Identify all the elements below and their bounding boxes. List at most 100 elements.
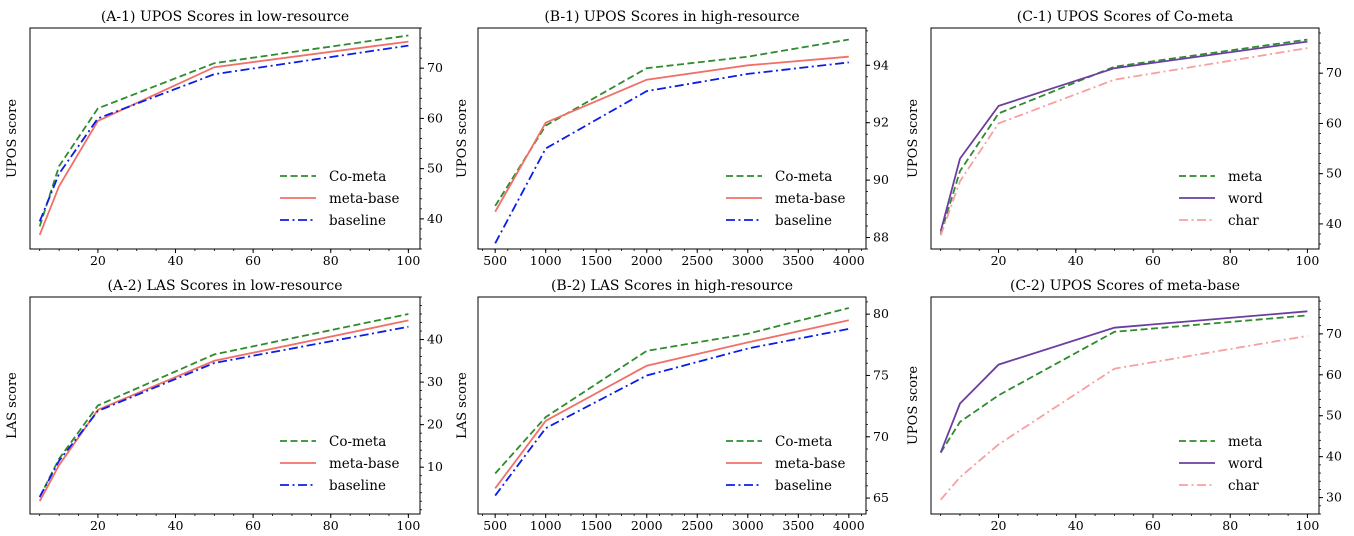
chart-panel-6: (C-2) UPOS Scores of meta-base UPOS score… [906,278,1342,533]
legend-label: word [1228,456,1263,472]
x-tick-label: 40 [1068,253,1084,268]
x-tick-label: 100 [396,253,420,268]
legend-label: meta-base [775,456,845,472]
y-tick-label: 92 [873,115,889,130]
y-tick-label: 88 [873,230,889,245]
legend-label: meta-base [775,191,845,207]
x-tick-label: 4000 [833,253,865,268]
y-tick-label: 70 [1326,65,1342,80]
y-tick-label: 40 [1326,216,1342,231]
y-tick-label: 70 [427,60,443,75]
series-line-meta-base [494,319,849,489]
y-tick-label: 80 [873,306,889,321]
y-tick-label: 70 [873,429,889,444]
chart-panel-2: (B-1) UPOS Scores in high-resource UPOS s… [455,9,889,268]
x-tick-label: 60 [1145,518,1161,533]
legend-label: meta [1228,169,1262,185]
legend-label: baseline [775,213,832,229]
legend-label: baseline [775,478,832,494]
chart-title: (C-1) UPOS Scores of Co-meta [1017,9,1233,25]
series-line-meta [939,38,1308,235]
y-tick-label: 70 [1326,326,1342,341]
chart-title: (A-1) UPOS Scores in low-resource [101,9,349,25]
plot-frame [930,296,1320,515]
legend-label: baseline [329,478,386,494]
y-tick-label: 40 [427,211,443,226]
series-line-baseline [494,61,849,244]
legend-label: char [1228,213,1259,229]
x-tick-label: 2000 [631,518,663,533]
y-tick-label: 90 [873,172,889,187]
x-tick-label: 2500 [681,253,713,268]
chart-panel-4: (A-2) LAS Scores in low-resource LAS scor… [5,278,443,533]
series-line-meta-base [38,319,409,502]
y-tick-label: 60 [1326,367,1342,382]
x-tick-label: 3500 [782,518,814,533]
chart-title: (B-1) UPOS Scores in high-resource [544,9,799,25]
legend-label: Co-meta [775,169,832,185]
series-line-meta-base [494,55,849,213]
x-tick-label: 80 [323,518,339,533]
x-tick-label: 2000 [631,253,663,268]
plot-frame [29,296,421,515]
plot-frame [930,27,1320,250]
y-axis-label: UPOS score [5,99,20,178]
x-tick-label: 40 [168,518,184,533]
y-tick-label: 50 [1326,408,1342,423]
x-tick-label: 1000 [530,518,562,533]
series-line-char [939,47,1308,236]
y-tick-label: 60 [1326,115,1342,130]
x-tick-label: 80 [1222,253,1238,268]
y-tick-label: 60 [427,110,443,125]
y-tick-label: 50 [1326,166,1342,181]
legend-label: word [1228,191,1263,207]
x-tick-label: 60 [245,518,261,533]
x-tick-label: 80 [323,253,339,268]
x-tick-label: 80 [1222,518,1238,533]
x-tick-label: 100 [1295,518,1319,533]
y-tick-label: 94 [873,57,889,72]
x-tick-label: 1000 [530,253,562,268]
x-tick-label: 20 [991,518,1007,533]
x-tick-label: 4000 [833,518,865,533]
series-line-co-meta [38,34,409,227]
x-tick-label: 1500 [580,518,612,533]
x-tick-label: 20 [991,253,1007,268]
x-tick-label: 40 [168,253,184,268]
x-tick-label: 2500 [681,518,713,533]
x-tick-label: 40 [1068,518,1084,533]
chart-panel-5: (B-2) LAS Scores in high-resource LAS sco… [455,278,889,533]
chart-panel-1: (A-1) UPOS Scores in low-resource UPOS sc… [5,9,443,268]
y-tick-label: 20 [427,417,443,432]
y-axis-label: UPOS score [906,366,921,445]
chart-title: (A-2) LAS Scores in low-resource [107,278,342,294]
legend-label: meta-base [329,191,399,207]
legend-label: Co-meta [329,434,386,450]
y-axis-label: UPOS score [906,99,921,178]
x-tick-label: 100 [396,518,420,533]
series-line-meta-base [38,40,409,236]
x-tick-label: 1500 [580,253,612,268]
x-tick-label: 500 [483,518,507,533]
legend-label: char [1228,478,1259,494]
series-line-baseline [38,325,409,498]
chart-panel-3: (C-1) UPOS Scores of Co-meta UPOS score 20… [906,9,1342,268]
x-tick-label: 3500 [782,253,814,268]
y-axis-label: UPOS score [455,99,470,178]
y-tick-label: 65 [873,490,889,505]
x-tick-label: 3000 [732,253,764,268]
y-axis-label: LAS score [455,372,470,439]
series-line-baseline [38,44,409,222]
x-tick-label: 500 [483,253,507,268]
x-tick-label: 20 [90,253,106,268]
chart-title: (B-2) LAS Scores in high-resource [551,278,793,294]
legend-label: Co-meta [775,434,832,450]
y-tick-label: 75 [873,367,889,382]
series-line-char [940,335,1308,501]
y-tick-label: 40 [427,332,443,347]
x-tick-label: 60 [1145,253,1161,268]
series-line-meta [939,314,1308,454]
x-tick-label: 20 [90,518,106,533]
series-line-word [939,40,1308,232]
